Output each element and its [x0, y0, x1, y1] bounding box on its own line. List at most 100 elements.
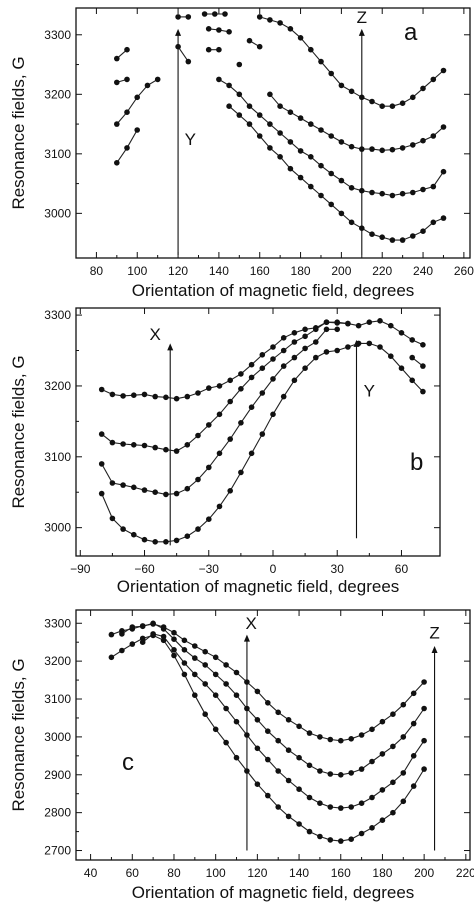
data-point — [355, 322, 362, 329]
data-point — [109, 391, 116, 398]
data-point — [202, 648, 208, 655]
data-point — [359, 146, 365, 152]
data-point — [124, 109, 130, 115]
data-point — [348, 88, 355, 95]
data-point — [171, 652, 177, 659]
data-point — [114, 79, 120, 86]
y-tick-label: 3300 — [44, 616, 71, 630]
data-point — [233, 669, 240, 676]
series-7 — [205, 26, 232, 35]
data-point — [285, 777, 292, 784]
arrowhead-z — [431, 645, 438, 653]
data-point — [291, 339, 298, 345]
data-point — [440, 124, 447, 130]
series-line — [111, 623, 425, 742]
data-point — [259, 365, 266, 372]
data-point — [327, 736, 334, 743]
data-point — [297, 148, 304, 154]
x-tick-label: 260 — [454, 264, 474, 278]
data-point — [327, 837, 334, 843]
data-point — [327, 804, 334, 810]
series-2 — [98, 326, 341, 498]
y-tick-label: 3300 — [44, 308, 71, 322]
data-point — [280, 363, 287, 369]
data-point — [265, 728, 271, 734]
data-point — [171, 636, 177, 642]
data-point — [338, 737, 344, 744]
data-point — [119, 647, 125, 654]
data-point — [280, 335, 287, 341]
x-tick-label: 100 — [206, 866, 226, 880]
data-point — [421, 737, 427, 744]
data-point — [184, 442, 191, 448]
data-point — [267, 145, 273, 151]
series-6 — [201, 11, 228, 17]
data-point — [227, 488, 233, 494]
x-tick-label: 80 — [90, 264, 104, 278]
data-point — [348, 836, 355, 842]
series-0 — [98, 318, 426, 402]
arrowhead-y — [175, 28, 182, 36]
data-point — [313, 339, 319, 345]
data-point — [152, 539, 158, 545]
data-point — [270, 344, 276, 350]
data-point — [195, 476, 201, 483]
data-point — [334, 347, 341, 354]
series-10 — [246, 37, 263, 50]
data-point — [287, 26, 294, 32]
data-point — [256, 14, 263, 20]
data-point — [369, 189, 375, 196]
data-point — [399, 237, 406, 243]
plot-frame — [75, 609, 471, 861]
data-point — [246, 37, 253, 44]
data-point — [430, 133, 437, 139]
data-point — [216, 46, 222, 53]
data-point — [184, 533, 191, 539]
data-point — [185, 58, 192, 65]
data-point — [358, 732, 365, 738]
data-point — [277, 130, 283, 136]
data-point — [308, 121, 314, 127]
data-point — [410, 753, 417, 759]
data-point — [233, 718, 240, 725]
data-point — [184, 393, 191, 400]
data-point — [430, 76, 437, 83]
series-12 — [267, 91, 447, 154]
data-point — [206, 422, 212, 428]
data-point — [388, 322, 394, 329]
data-point — [297, 35, 304, 41]
x-tick-label: 140 — [289, 866, 309, 880]
data-point — [318, 58, 324, 65]
data-point — [306, 794, 313, 801]
data-point — [388, 353, 394, 360]
data-point — [259, 431, 266, 437]
data-point — [285, 747, 292, 753]
data-point — [124, 46, 130, 53]
data-point — [277, 20, 283, 26]
data-point — [369, 146, 375, 152]
x-tick-label: 120 — [168, 264, 188, 278]
data-point — [150, 620, 156, 627]
data-point — [108, 654, 115, 661]
data-point — [348, 736, 355, 742]
data-point — [338, 805, 344, 811]
data-point — [270, 411, 276, 418]
x-tick-label: 140 — [209, 264, 229, 278]
data-point — [410, 142, 416, 148]
data-point — [171, 629, 177, 636]
data-point — [323, 349, 330, 355]
data-point — [223, 739, 229, 746]
plot-frame — [75, 307, 441, 557]
data-point — [226, 82, 232, 89]
data-point — [163, 446, 169, 453]
series-3 — [108, 632, 427, 844]
data-point — [192, 643, 198, 649]
x-tick-label: −90 — [70, 562, 91, 576]
data-point — [291, 377, 298, 384]
data-point — [259, 352, 266, 358]
data-point — [192, 692, 198, 698]
data-point — [313, 326, 319, 333]
axis-arrow-label-x: X — [245, 614, 256, 633]
data-point — [379, 718, 386, 725]
series-line — [142, 633, 425, 809]
